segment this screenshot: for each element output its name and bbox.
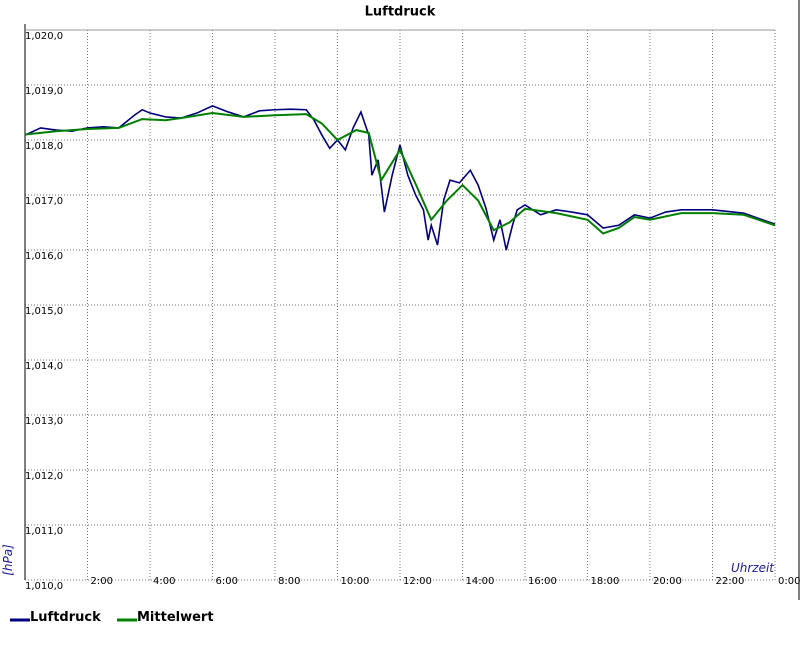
x-tick-label: 0:00 (778, 576, 800, 587)
x-tick-label: 22:00 (716, 576, 745, 587)
legend-label: Luftdruck (30, 610, 101, 625)
x-tick-label: 8:00 (278, 576, 300, 587)
x-tick-label: 20:00 (653, 576, 682, 587)
x-tick-label: 4:00 (153, 576, 175, 587)
data-line (24, 105, 776, 251)
x-tick-label: 2:00 (91, 576, 113, 587)
x-tick-label: 10:00 (341, 576, 370, 587)
y-tick-label: 1,017,0 (25, 196, 63, 207)
x-tick-label: 12:00 (403, 576, 432, 587)
legend-label: Mittelwert (137, 610, 214, 625)
y-tick-label: 1,018,0 (25, 141, 63, 152)
y-tick-label: 1,016,0 (25, 251, 63, 262)
y-tick-label: 1,019,0 (25, 86, 63, 97)
y-tick-label: 1,015,0 (25, 306, 63, 317)
chart-title: Luftdruck (365, 5, 436, 20)
y-tick-label: 1,010,0 (25, 581, 63, 592)
x-axis-label: Uhrzeit (731, 561, 775, 575)
y-tick-label: 1,012,0 (25, 471, 63, 482)
x-tick-label: 18:00 (591, 576, 620, 587)
y-tick-label: 1,011,0 (25, 526, 63, 537)
x-tick-label: 14:00 (466, 576, 495, 587)
y-tick-label: 1,014,0 (25, 361, 63, 372)
x-tick-label: 16:00 (528, 576, 557, 587)
y-tick-label: 1,020,0 (25, 31, 63, 42)
data-line (24, 112, 776, 235)
x-tick-label: 6:00 (216, 576, 238, 587)
y-tick-label: 1,013,0 (25, 416, 63, 427)
y-axis-label: [hPa] (1, 544, 15, 576)
